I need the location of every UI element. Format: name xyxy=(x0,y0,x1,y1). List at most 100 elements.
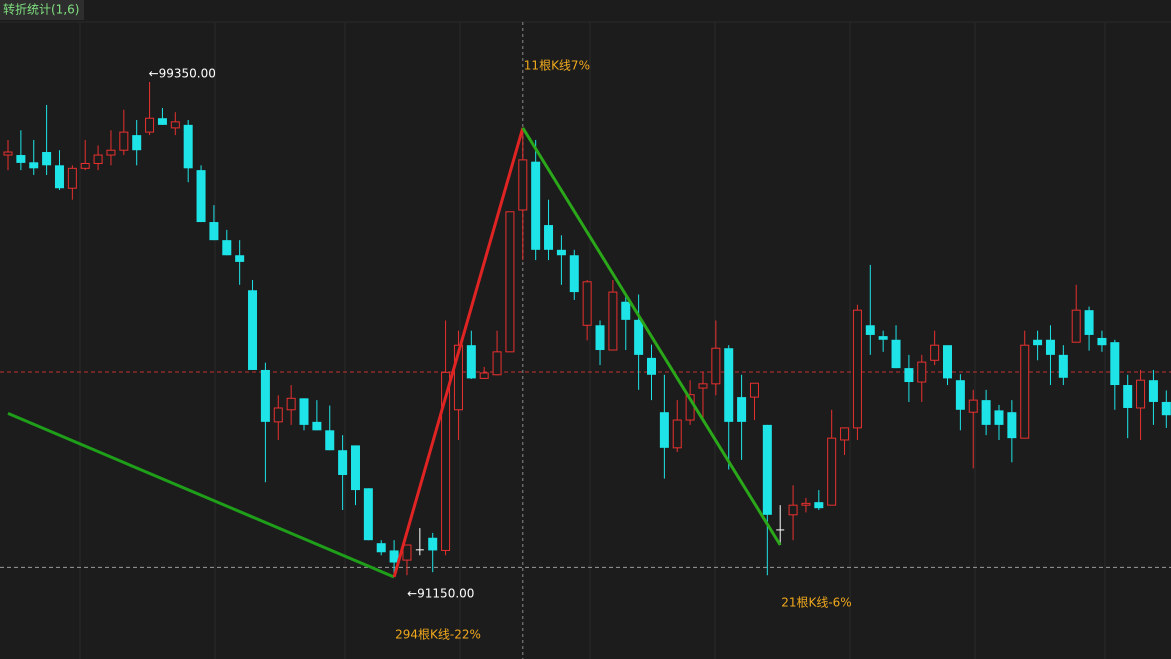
extreme-label: ←99350.00 xyxy=(149,67,216,81)
candle-body xyxy=(1161,401,1171,416)
candle-body xyxy=(389,550,399,563)
zigzag-segment xyxy=(7,412,395,579)
candle-body xyxy=(788,504,798,516)
candle-body xyxy=(222,240,232,256)
candle-body xyxy=(968,399,978,413)
candle-body xyxy=(814,502,824,509)
candle-body xyxy=(647,357,656,375)
candle-body xyxy=(1045,339,1055,355)
candle-body xyxy=(621,301,631,320)
candle-body xyxy=(917,361,927,383)
candle-body xyxy=(312,421,322,431)
candle-body xyxy=(402,544,412,561)
candle-body xyxy=(145,117,155,133)
candle-body xyxy=(569,255,579,293)
candle-body xyxy=(955,380,965,410)
candle-body xyxy=(737,397,747,422)
candle-body xyxy=(183,124,193,169)
zigzag-segment xyxy=(521,127,782,546)
candle-body xyxy=(544,225,554,250)
candle-body xyxy=(106,149,116,156)
candle-body xyxy=(132,135,142,151)
candle-body xyxy=(556,249,566,256)
candle-body xyxy=(672,419,682,449)
candle-body xyxy=(93,154,103,164)
candle-body xyxy=(54,165,64,189)
candle-body xyxy=(698,383,708,389)
candle-body xyxy=(492,351,502,376)
candle-body xyxy=(248,290,258,370)
candle-body xyxy=(325,430,335,451)
zigzag-segment xyxy=(392,127,525,578)
candle-body xyxy=(157,118,167,125)
candle-body xyxy=(260,369,270,422)
candle-body xyxy=(724,348,734,422)
candle-body xyxy=(1033,339,1043,346)
candle-body xyxy=(466,345,476,379)
candle-body xyxy=(801,502,811,506)
candle-body xyxy=(904,368,914,383)
title-box xyxy=(0,0,84,20)
candle-body xyxy=(1007,412,1017,439)
candle-body xyxy=(67,167,77,189)
candle-body xyxy=(994,410,1004,425)
zigzag-label: 11根K线7% xyxy=(524,58,590,72)
candle-body xyxy=(891,339,901,369)
candle-body xyxy=(235,255,245,262)
candle-body xyxy=(1123,385,1133,408)
candle-body xyxy=(479,372,489,379)
candle-body xyxy=(363,488,373,541)
candle-body xyxy=(376,543,386,553)
candle-body xyxy=(608,291,618,351)
candle-body xyxy=(634,319,644,355)
candle-body xyxy=(119,131,129,151)
candle-body xyxy=(943,345,953,379)
candle-body xyxy=(428,537,438,551)
candle-body xyxy=(1071,309,1081,343)
candle-body xyxy=(531,161,541,250)
candle-body xyxy=(878,336,888,340)
candle-body xyxy=(930,344,940,361)
candle-body xyxy=(209,222,219,241)
candle-body xyxy=(80,162,90,169)
candle-body xyxy=(170,121,180,129)
zigzag-label: 21根K线-6% xyxy=(781,596,852,610)
candle-body xyxy=(453,344,463,411)
chart-title: 转折统计(1,6) xyxy=(3,2,79,17)
candle-body xyxy=(827,437,837,506)
candle-body xyxy=(299,398,309,425)
candle-body xyxy=(441,371,451,551)
candle-body xyxy=(518,159,528,211)
candle-body xyxy=(840,427,850,441)
extreme-label: ←91150.00 xyxy=(407,587,474,601)
candle-body xyxy=(350,445,360,491)
candle-body xyxy=(1097,337,1107,346)
candle-body xyxy=(29,162,39,169)
candle-body xyxy=(852,309,862,429)
candle-body xyxy=(1110,342,1120,386)
candle-body xyxy=(1020,344,1030,439)
candle-body xyxy=(1136,379,1146,409)
candle-body xyxy=(196,170,206,223)
candle-body xyxy=(749,382,759,398)
candle-body xyxy=(1084,310,1094,335)
candle-body xyxy=(3,151,13,156)
candle-body xyxy=(1058,354,1068,378)
candle-body xyxy=(42,152,52,166)
candle-body xyxy=(711,347,721,385)
candle-body xyxy=(338,450,348,475)
candle-body xyxy=(659,412,669,448)
candle-body xyxy=(595,325,605,351)
candle-body xyxy=(582,281,592,326)
candle-body xyxy=(286,397,296,411)
candle-body xyxy=(865,325,875,335)
candle-body xyxy=(1148,380,1158,402)
candle-body xyxy=(762,424,772,515)
candle-body xyxy=(981,400,991,425)
zigzag-label: 294根K线-22% xyxy=(395,628,481,642)
candle-body xyxy=(505,211,515,353)
candle-body xyxy=(273,407,283,423)
candle-body xyxy=(16,155,26,163)
